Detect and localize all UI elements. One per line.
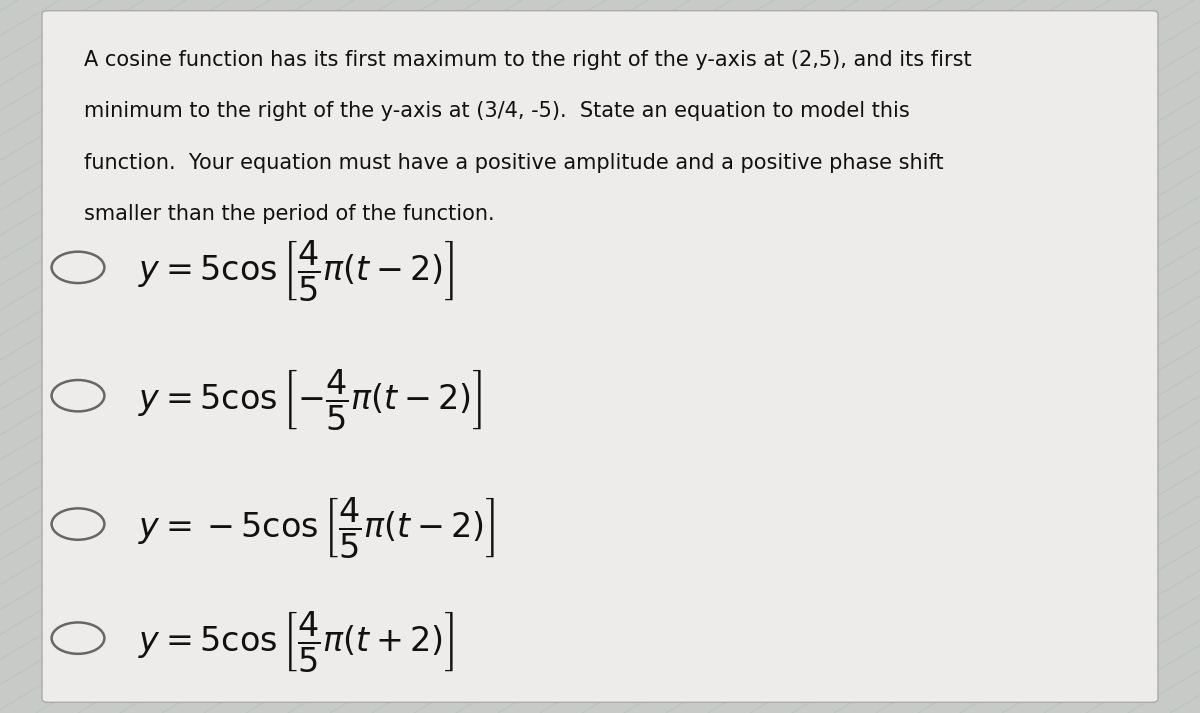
Text: A cosine function has its first maximum to the right of the y-axis at (2,5), and: A cosine function has its first maximum … bbox=[84, 50, 972, 70]
Text: minimum to the right of the y-axis at (3/4, -5).  State an equation to model thi: minimum to the right of the y-axis at (3… bbox=[84, 101, 910, 121]
Text: $y = 5 \cos \left[\dfrac{4}{5}\pi(t - 2)\right]$: $y = 5 \cos \left[\dfrac{4}{5}\pi(t - 2)… bbox=[138, 238, 455, 304]
Text: function.  Your equation must have a positive amplitude and a positive phase shi: function. Your equation must have a posi… bbox=[84, 153, 943, 173]
FancyBboxPatch shape bbox=[42, 11, 1158, 702]
Text: $y = -5 \cos \left[\dfrac{4}{5}\pi(t - 2)\right]$: $y = -5 \cos \left[\dfrac{4}{5}\pi(t - 2… bbox=[138, 495, 496, 560]
Text: $y = 5 \cos \left[-\dfrac{4}{5}\pi(t - 2)\right]$: $y = 5 \cos \left[-\dfrac{4}{5}\pi(t - 2… bbox=[138, 366, 482, 432]
Text: $y = 5 \cos \left[\dfrac{4}{5}\pi(t + 2)\right]$: $y = 5 \cos \left[\dfrac{4}{5}\pi(t + 2)… bbox=[138, 609, 455, 674]
Text: smaller than the period of the function.: smaller than the period of the function. bbox=[84, 204, 494, 224]
